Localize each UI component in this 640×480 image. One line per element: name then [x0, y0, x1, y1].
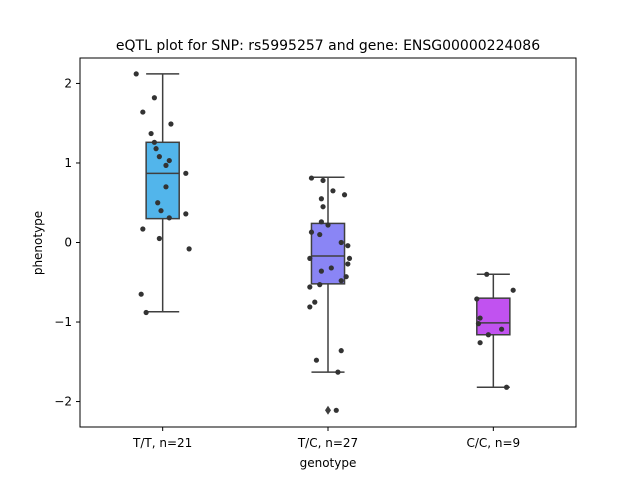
- y-tick-label: −2: [54, 395, 72, 409]
- x-axis: T/T, n=21 T/C, n=27 C/C, n=9: [132, 427, 520, 450]
- data-point: [343, 274, 349, 280]
- data-point: [138, 291, 144, 297]
- data-point: [333, 407, 339, 413]
- data-point: [168, 121, 174, 127]
- data-point: [345, 243, 351, 249]
- data-point: [477, 315, 483, 321]
- box-group: [476, 273, 511, 388]
- y-axis-label: phenotype: [31, 211, 45, 275]
- chart-title: eQTL plot for SNP: rs5995257 and gene: E…: [116, 38, 540, 54]
- data-point: [313, 357, 320, 363]
- data-point: [307, 284, 313, 290]
- data-point: [320, 177, 326, 184]
- data-point: [133, 71, 139, 77]
- x-axis-label: genotype: [300, 456, 357, 470]
- data-point: [328, 265, 334, 271]
- y-tick-label: 0: [64, 236, 72, 250]
- data-point: [166, 215, 172, 221]
- data-point: [163, 162, 169, 168]
- data-point: [155, 200, 161, 206]
- data-point: [183, 170, 189, 176]
- data-point: [151, 139, 157, 145]
- data-point: [335, 369, 341, 375]
- data-point: [153, 146, 159, 152]
- data-point: [320, 204, 326, 210]
- data-point: [503, 384, 510, 390]
- data-point: [346, 255, 353, 262]
- data-point: [484, 271, 490, 277]
- data-point: [318, 196, 324, 202]
- outlier-marker: [325, 405, 331, 415]
- x-tick-label: C/C, n=9: [466, 436, 520, 450]
- data-point: [510, 287, 516, 293]
- data-point: [183, 211, 189, 217]
- y-axis: 2 1 0 −1 −2: [54, 76, 80, 409]
- box-group: [145, 73, 180, 313]
- data-point: [345, 261, 351, 267]
- data-point: [158, 208, 164, 214]
- data-point: [156, 154, 162, 160]
- jitter-points: [474, 271, 516, 390]
- data-point: [312, 299, 318, 305]
- box-group: [310, 176, 346, 415]
- data-point: [338, 239, 344, 246]
- data-point: [148, 130, 154, 137]
- data-point: [325, 222, 331, 228]
- data-point: [485, 332, 491, 338]
- data-point: [477, 340, 483, 346]
- box: [476, 297, 511, 336]
- plot-area: [133, 71, 516, 415]
- y-tick-label: 2: [64, 76, 72, 90]
- data-point: [140, 109, 146, 115]
- box: [310, 222, 346, 285]
- jitter-points: [133, 71, 192, 316]
- data-point: [318, 268, 324, 274]
- data-point: [317, 231, 323, 238]
- data-point: [307, 304, 313, 310]
- data-point: [143, 309, 149, 316]
- data-point: [475, 321, 482, 327]
- data-point: [308, 175, 315, 181]
- data-point: [140, 226, 146, 232]
- data-point: [341, 192, 348, 198]
- data-point: [151, 95, 157, 101]
- data-point: [317, 282, 323, 288]
- data-point: [318, 219, 324, 225]
- data-point: [308, 229, 315, 235]
- data-point: [338, 348, 344, 354]
- data-point: [330, 188, 336, 194]
- data-point: [156, 235, 162, 242]
- data-point: [338, 278, 344, 284]
- data-point: [307, 255, 313, 262]
- data-point: [474, 296, 480, 302]
- data-point: [163, 184, 169, 190]
- y-tick-label: 1: [64, 156, 72, 170]
- data-point: [499, 326, 505, 332]
- y-tick-label: −1: [54, 315, 72, 329]
- jitter-points: [307, 175, 353, 413]
- data-point: [186, 246, 192, 252]
- data-point: [166, 157, 172, 164]
- x-tick-label: T/T, n=21: [132, 436, 192, 450]
- x-tick-label: T/C, n=27: [297, 436, 358, 450]
- box: [145, 141, 180, 220]
